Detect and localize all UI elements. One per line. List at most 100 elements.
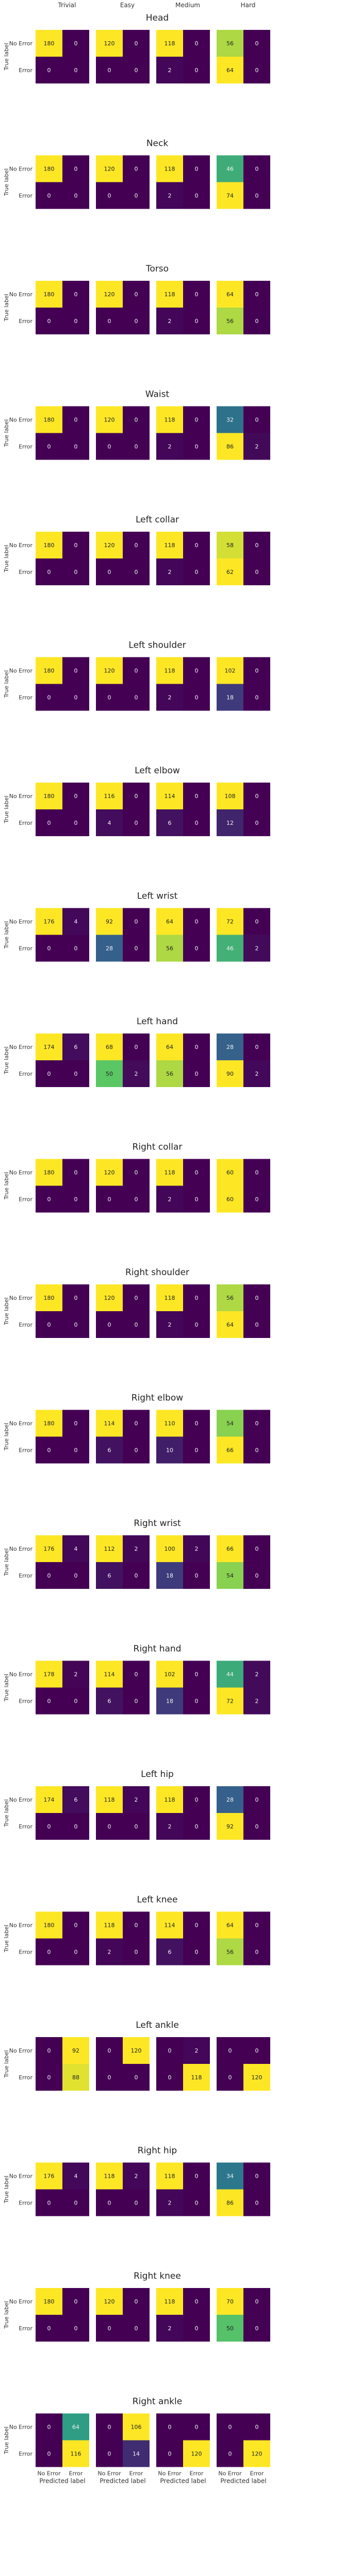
heatmap-cell [183,30,210,57]
matrix-trivial: 174 6 0 0 [36,1786,89,1840]
heatmap-cell [243,1687,270,1715]
heatmap-cell [62,1562,89,1589]
heatmap-cell [217,684,243,711]
cell-value: 0 [255,2047,259,2054]
heatmap-cell [243,558,270,585]
heatmap-cell [183,1033,210,1060]
cell-value: 0 [74,2298,78,2305]
cell-value: 0 [74,668,78,674]
heatmap-cell [96,155,123,182]
y-axis-label: True label [3,1297,10,1325]
heatmap-cell [96,2064,123,2091]
heatmap-cell [123,1938,150,1965]
heatmap-cell [243,935,270,962]
heatmap-cell [183,1185,210,1213]
heatmap-cell [96,2413,123,2441]
heatmap-cell [96,1410,123,1437]
true-tick-label: No Error [9,166,33,173]
cell-value: 0 [195,2173,199,2180]
true-tick-label: Error [19,318,32,325]
true-tick-label: Error [19,1572,32,1579]
cell-value: 0 [168,2074,172,2081]
cell-value: 0 [228,2424,232,2431]
y-axis-label: True label [3,545,10,572]
part-title: Right knee [134,2271,181,2281]
heatmap-cell [36,2064,62,2091]
heatmap-cell [62,1786,89,1813]
cell-value: 0 [74,793,78,800]
heatmap-cell [96,2189,123,2216]
cell-value: 18 [166,1572,173,1579]
heatmap-cell [156,657,183,684]
cell-value: 0 [47,193,51,199]
cell-value: 114 [104,1671,115,1678]
heatmap-cell [123,1535,150,1562]
heatmap-cell [96,406,123,433]
cell-value: 0 [47,2451,51,2458]
cell-value: 0 [255,318,259,325]
heatmap-cell [183,155,210,182]
cell-value: 0 [74,945,78,952]
part-title: Right elbow [132,1393,184,1403]
heatmap-cell [96,1033,123,1060]
cell-value: 0 [135,2200,138,2207]
heatmap-cell [217,809,243,836]
heatmap-cell [183,684,210,711]
cell-value: 0 [108,2074,111,2081]
heatmap-cell [36,2440,62,2467]
y-axis-label: True label [3,1674,10,1702]
heatmap-cell [62,532,89,558]
true-tick-label: No Error [9,1044,33,1050]
cell-value: 0 [195,1797,199,1803]
matrix-hard: 44 2 72 2 [217,1660,270,1715]
heatmap-cell [123,783,150,809]
cell-value: 6 [168,1949,172,1956]
cell-value: 2 [168,193,172,199]
cell-value: 2 [168,67,172,74]
cell-value: 0 [255,1196,259,1203]
cell-value: 0 [195,569,199,575]
cell-value: 176 [44,2173,55,2180]
heatmap-cell [243,657,270,684]
cell-value: 66 [226,1546,234,1552]
matrix-trivial: 176 4 0 0 [36,1535,89,1589]
heatmap-cell [62,1535,89,1562]
cell-value: 180 [44,1420,55,1427]
cell-value: 0 [255,1922,259,1929]
cell-value: 68 [106,1044,113,1050]
true-tick-label: Error [19,1196,32,1203]
cell-value: 0 [195,1949,199,1956]
matrix-medium: 114 0 6 0 [156,783,210,836]
matrix-medium: 118 0 2 0 [156,1159,210,1213]
matrix-medium: 110 0 10 0 [156,1410,210,1464]
heatmap-cell [123,1911,150,1939]
cell-value: 0 [195,40,199,47]
matrix-easy: 120 0 0 0 [96,155,150,209]
matrix-medium: 118 0 2 0 [156,281,210,334]
matrix-hard: 70 0 50 0 [217,2288,270,2342]
heatmap-cell [217,1159,243,1186]
y-axis-label: True label [3,921,10,949]
cell-value: 0 [135,1823,138,1830]
matrix-trivial: 180 0 0 0 [36,532,89,585]
matrix-medium: 118 0 2 0 [156,2162,210,2216]
heatmap-cell [36,1938,62,1965]
cell-value: 180 [44,417,55,423]
heatmap-cell [96,2440,123,2467]
part-title: Right wrist [134,1518,181,1529]
cell-value: 0 [74,291,78,298]
cell-value: 88 [72,2074,79,2081]
y-axis-label: True label [3,1423,10,1451]
heatmap-cell [217,182,243,209]
cell-value: 0 [74,1420,78,1427]
cell-value: 0 [135,40,138,47]
matrix-trivial: 0 64 0 116 [36,2413,89,2467]
cell-value: 120 [104,542,115,549]
cell-value: 6 [108,1698,111,1705]
cell-value: 0 [74,444,78,450]
y-axis-label: True label [3,1172,10,1200]
matrix-trivial: 180 0 0 0 [36,281,89,334]
